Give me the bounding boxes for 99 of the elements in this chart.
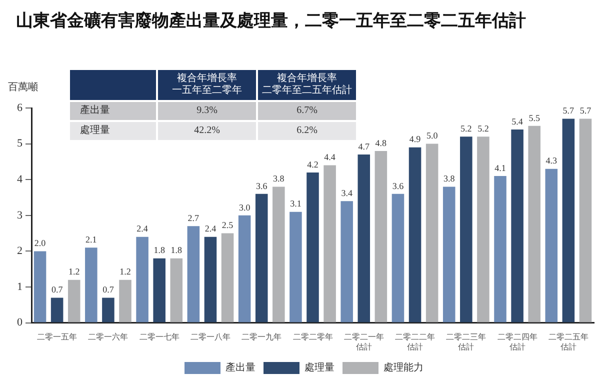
bar	[460, 136, 472, 322]
bar	[340, 201, 353, 322]
bar	[204, 236, 217, 322]
data-label: 5.0	[426, 130, 438, 141]
legend-label: 處理量	[304, 362, 334, 374]
y-tick-label: 6	[17, 102, 23, 114]
bar	[221, 233, 234, 322]
text: 一五年至二零年	[172, 85, 242, 96]
data-label: 5.7	[580, 106, 592, 116]
data-label: 3.8	[273, 174, 285, 184]
bar	[392, 194, 404, 322]
bar	[187, 226, 200, 322]
chart-title: 山東省金礦有害廢物產出量及處理量，二零一五年至二零二五年估計	[16, 10, 526, 32]
legend-label: 處理能力	[384, 362, 424, 374]
data-label: 2.1	[86, 234, 97, 244]
bar	[442, 186, 456, 322]
data-label: 3.0	[238, 202, 251, 212]
data-label: 3.1	[290, 198, 302, 209]
data-label: 3.6	[256, 180, 268, 191]
data-label: 2.4	[136, 224, 148, 234]
data-label: 5.5	[528, 112, 540, 123]
data-label: 3.6	[392, 180, 404, 191]
bar	[374, 150, 388, 322]
x-tick-label: 二零二四年估計	[497, 332, 538, 352]
bar	[255, 194, 268, 322]
x-tick-label: 二零一九年	[242, 332, 282, 342]
bar	[85, 248, 98, 322]
annotation: 9.3%	[196, 105, 218, 117]
x-tick-label: 二零一六年	[88, 332, 128, 342]
data-label: 4.1	[494, 162, 506, 173]
bar	[579, 118, 592, 322]
bar	[68, 280, 80, 322]
data-label: 2.0	[34, 238, 46, 248]
data-label: 2.7	[188, 213, 200, 223]
x-tick-label: 二零一五年	[37, 332, 78, 342]
data-label: 4.4	[324, 152, 336, 162]
y-tick-label: 4	[17, 173, 23, 186]
y-tick-label: 1	[17, 280, 22, 293]
bar	[528, 126, 540, 322]
x-tick-label: 二零一七年	[139, 332, 180, 342]
data-label: 4.7	[358, 141, 370, 152]
bar	[34, 251, 46, 322]
annotation: 產出量	[80, 105, 111, 117]
bar	[119, 280, 132, 322]
bar	[290, 212, 302, 322]
bar	[102, 298, 114, 322]
bar	[238, 215, 251, 322]
annotation: 6.2%	[296, 125, 318, 137]
bar	[170, 258, 183, 322]
bar	[426, 144, 438, 322]
legend-label: 產出量	[226, 362, 256, 374]
bar	[324, 165, 336, 322]
data-label: 4.3	[546, 156, 558, 166]
text: 複合年增長率	[177, 73, 237, 84]
annotation: 6.7%	[296, 105, 318, 117]
x-tick-label: 二零二三年估計	[446, 332, 486, 352]
data-label: 0.7	[102, 284, 114, 295]
data-label: 4.8	[375, 138, 388, 148]
bar	[408, 147, 422, 322]
bar	[306, 172, 319, 322]
bar	[50, 298, 64, 322]
annotation: 42.2%	[193, 125, 221, 137]
x-tick-label: 二零一八年	[190, 332, 230, 342]
data-label: 1.2	[120, 266, 131, 277]
data-label: 1.8	[170, 245, 183, 256]
bar	[511, 129, 524, 322]
bar	[272, 186, 285, 322]
annotation: 處理量	[80, 125, 111, 137]
bar	[494, 176, 506, 322]
text: 二零年至二五年估計	[262, 85, 352, 96]
y-tick-label: 5	[17, 138, 23, 150]
bar	[562, 118, 575, 322]
data-label: 4.9	[409, 134, 422, 144]
x-tick-label: 二零二二年估計	[395, 332, 436, 352]
data-label: 0.7	[51, 284, 64, 295]
data-label: 3.4	[341, 188, 353, 198]
y-axis-title: 百萬噸	[8, 80, 38, 94]
x-tick-label: 二零二一年估計	[344, 332, 384, 352]
text: 複合年增長率	[277, 73, 337, 84]
data-label: 5.4	[512, 116, 524, 126]
data-label: 5.2	[478, 124, 489, 134]
bar	[545, 168, 558, 322]
bar	[477, 136, 490, 322]
data-label: 5.7	[562, 106, 575, 116]
data-label: 3.8	[443, 174, 456, 184]
bar	[136, 236, 148, 322]
data-label: 1.2	[68, 266, 80, 277]
x-tick-label: 二零二零年	[292, 332, 333, 342]
bar	[358, 154, 370, 322]
y-tick-label: 2	[17, 245, 22, 258]
data-label: 2.5	[222, 220, 234, 230]
data-label: 5.2	[460, 124, 472, 134]
data-label: 4.2	[307, 159, 318, 170]
x-tick-label: 二零二五年估計	[548, 332, 588, 352]
bar	[153, 258, 166, 322]
data-label: 1.8	[154, 245, 166, 256]
y-tick-label: 3	[17, 209, 23, 222]
data-label: 2.4	[204, 224, 217, 234]
y-tick-label: 0	[17, 316, 23, 329]
